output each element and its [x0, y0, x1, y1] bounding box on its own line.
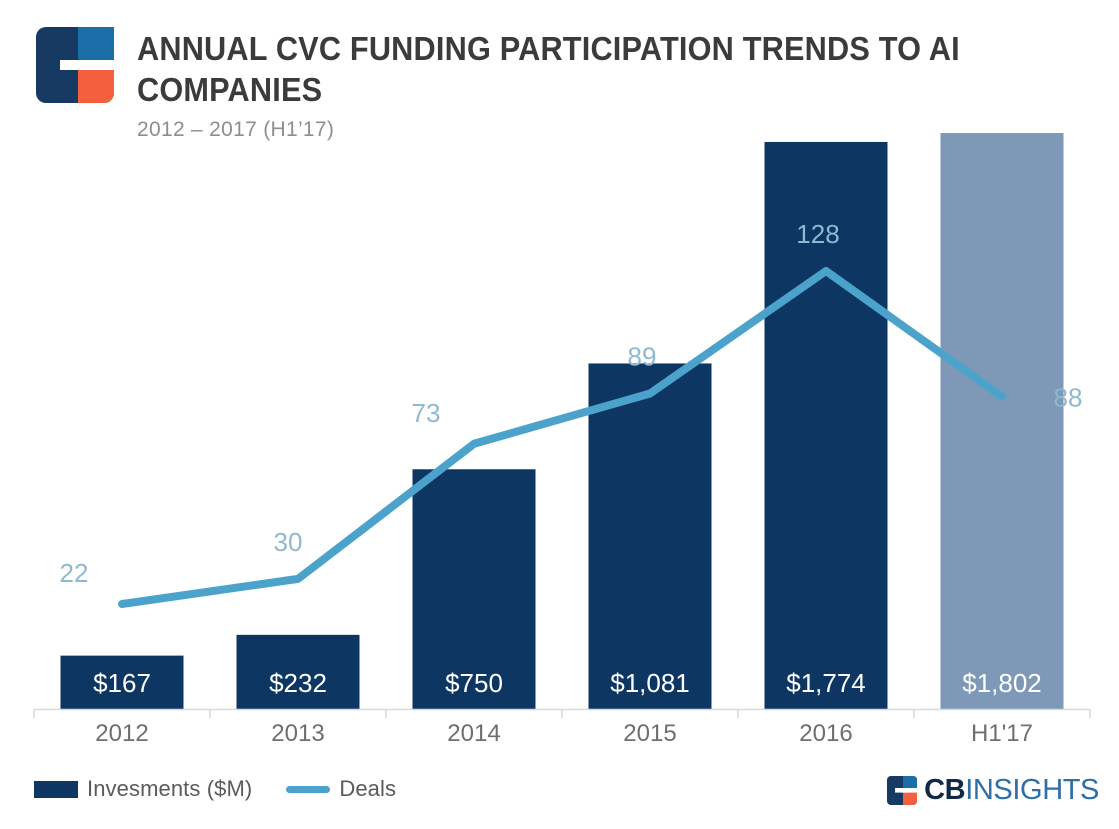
- bar-value-label-2016: $1,774: [786, 668, 866, 698]
- bar-H1'17[interactable]: [940, 133, 1064, 709]
- x-axis-label-2015: 2015: [623, 720, 676, 747]
- x-axis-label-H1'17: H1'17: [971, 720, 1033, 747]
- brand-wordmark: CBINSIGHTS: [924, 774, 1099, 807]
- bar-2015[interactable]: [588, 363, 712, 709]
- cb-insights-mark-icon: [887, 776, 918, 805]
- deals-line-path[interactable]: [118, 267, 1006, 608]
- deals-value-label-2012: 22: [60, 558, 89, 588]
- chart-header: ANNUAL CVC FUNDING PARTICIPATION TRENDS …: [0, 0, 1119, 160]
- brand-cb-text: CB: [924, 774, 966, 806]
- cb-insights-brand: CBINSIGHTS: [887, 774, 1099, 807]
- bar-value-labels: $167 $232 $750 $1,081 $1,774 $1,802: [93, 668, 1042, 698]
- legend-label-deals: Deals: [339, 776, 397, 801]
- bar-value-label-2013: $232: [269, 668, 327, 698]
- bar-value-label-H1'17: $1,802: [962, 668, 1042, 698]
- cb-insights-logo-icon: [36, 27, 114, 103]
- legend-label-investments: Invesments ($M): [87, 776, 253, 801]
- x-axis-label-2016: 2016: [799, 720, 852, 747]
- chart-subtitle: 2012 – 2017 (H1’17): [137, 118, 335, 141]
- deals-value-label-H1'17: 88: [1054, 383, 1083, 413]
- chart-footer: Invesments ($M) Deals CBINSIGHTS: [0, 762, 1119, 829]
- page-title: ANNUAL CVC FUNDING PARTICIPATION TRENDS …: [137, 30, 960, 108]
- legend-item-investments[interactable]: Invesments ($M): [34, 776, 252, 802]
- deals-value-label-2014: 73: [412, 398, 441, 428]
- x-axis-category-labels: 2012 2013 2014 2015 2016 H1'17: [95, 720, 1033, 747]
- x-axis-label-2013: 2013: [271, 720, 324, 747]
- line-swatch-icon: [286, 785, 331, 793]
- brand-insights-text: INSIGHTS: [965, 774, 1099, 806]
- deals-value-label-2013: 30: [274, 527, 303, 557]
- bar-swatch-icon: [34, 780, 78, 798]
- bar-2012[interactable]: [60, 655, 184, 709]
- bar-2014[interactable]: [412, 469, 536, 709]
- chart-legend: Invesments ($M) Deals: [34, 776, 396, 802]
- chart-plot-area: $167 $232 $750 $1,081 $1,774 $1,802 22 30 73 89 1…: [33, 133, 1091, 747]
- deals-line: [118, 267, 1006, 608]
- deals-value-label-2016: 128: [796, 219, 839, 249]
- x-axis: [33, 708, 1091, 718]
- bar-2016[interactable]: [764, 141, 888, 709]
- bar-value-label-2015: $1,081: [610, 668, 690, 698]
- x-axis-label-2014: 2014: [447, 720, 500, 747]
- deals-value-label-2015: 89: [628, 342, 657, 372]
- legend-item-deals[interactable]: Deals: [286, 776, 396, 802]
- bars-group: [60, 133, 1064, 709]
- title-block: ANNUAL CVC FUNDING PARTICIPATION TRENDS …: [137, 28, 1087, 142]
- bar-2013[interactable]: [236, 634, 360, 709]
- bar-value-label-2012: $167: [93, 668, 151, 698]
- x-axis-label-2012: 2012: [95, 720, 148, 747]
- bar-value-label-2014: $750: [445, 668, 503, 698]
- deals-value-labels: 22 30 73 89 128 88: [60, 219, 1083, 588]
